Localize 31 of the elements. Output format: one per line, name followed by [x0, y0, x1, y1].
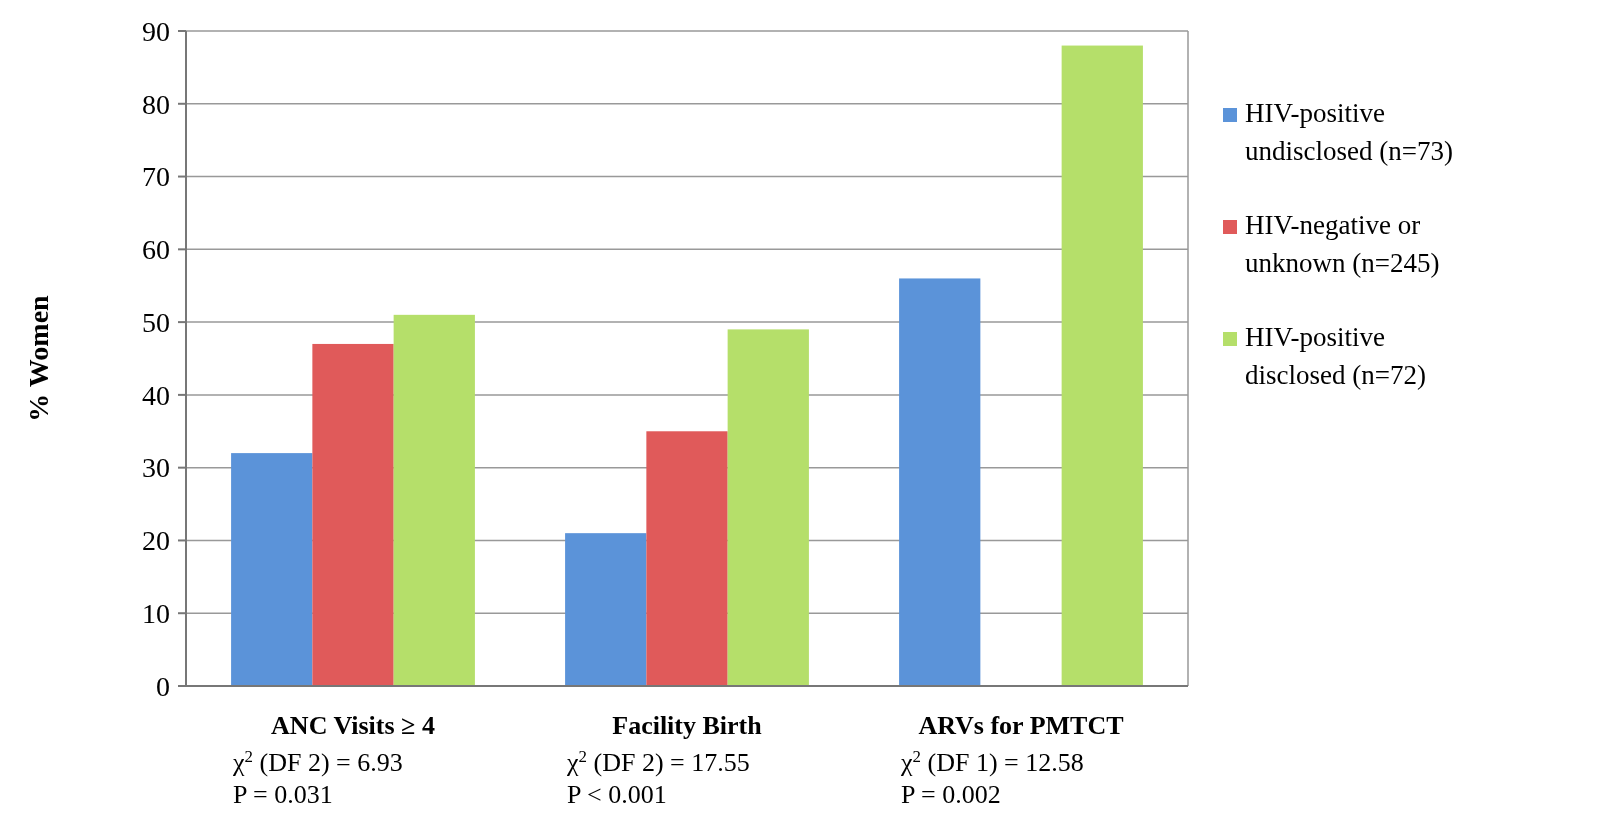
- x-tick-label: ANC Visits ≥ 4: [271, 711, 435, 740]
- y-axis-title: % Women: [23, 294, 54, 422]
- bar: [393, 314, 475, 686]
- x-tick-label: ARVs for PMTCT: [918, 711, 1124, 740]
- bar: [231, 453, 313, 686]
- y-tick-label: 80: [142, 88, 170, 120]
- y-tick-label: 90: [142, 15, 170, 47]
- x-tick-label: Facility Birth: [612, 711, 763, 740]
- text: χ$^{2}$ (DF 1) = 12.58: [900, 746, 1084, 777]
- y-tick-label: 20: [142, 525, 170, 557]
- legend-label: HIV-negative or unknown (n=245): [1245, 210, 1440, 278]
- bar: [565, 533, 647, 686]
- y-tick-label: 10: [142, 598, 170, 630]
- bar: [899, 278, 981, 686]
- y-tick-label: 60: [142, 234, 170, 266]
- text: χ$^{2}$ (DF 2) = 6.93: [232, 746, 403, 777]
- y-tick-label: 70: [142, 161, 170, 193]
- legend-label: HIV-positive undisclosed (n=73): [1245, 98, 1453, 166]
- text: P < 0.001: [567, 780, 667, 809]
- y-tick-label: 0: [156, 670, 170, 702]
- y-tick-label: 40: [142, 379, 170, 411]
- text: χ$^{2}$ (DF 2) = 17.55: [566, 746, 750, 777]
- bar: [312, 343, 394, 686]
- y-tick-label: 30: [142, 452, 170, 484]
- text: P = 0.002: [901, 780, 1001, 809]
- bar: [727, 329, 809, 686]
- legend-label: HIV-positive disclosed (n=72): [1245, 322, 1426, 390]
- bar: [1061, 45, 1143, 686]
- text: P = 0.031: [233, 780, 333, 809]
- bar: [646, 431, 728, 686]
- y-tick-label: 50: [142, 306, 170, 338]
